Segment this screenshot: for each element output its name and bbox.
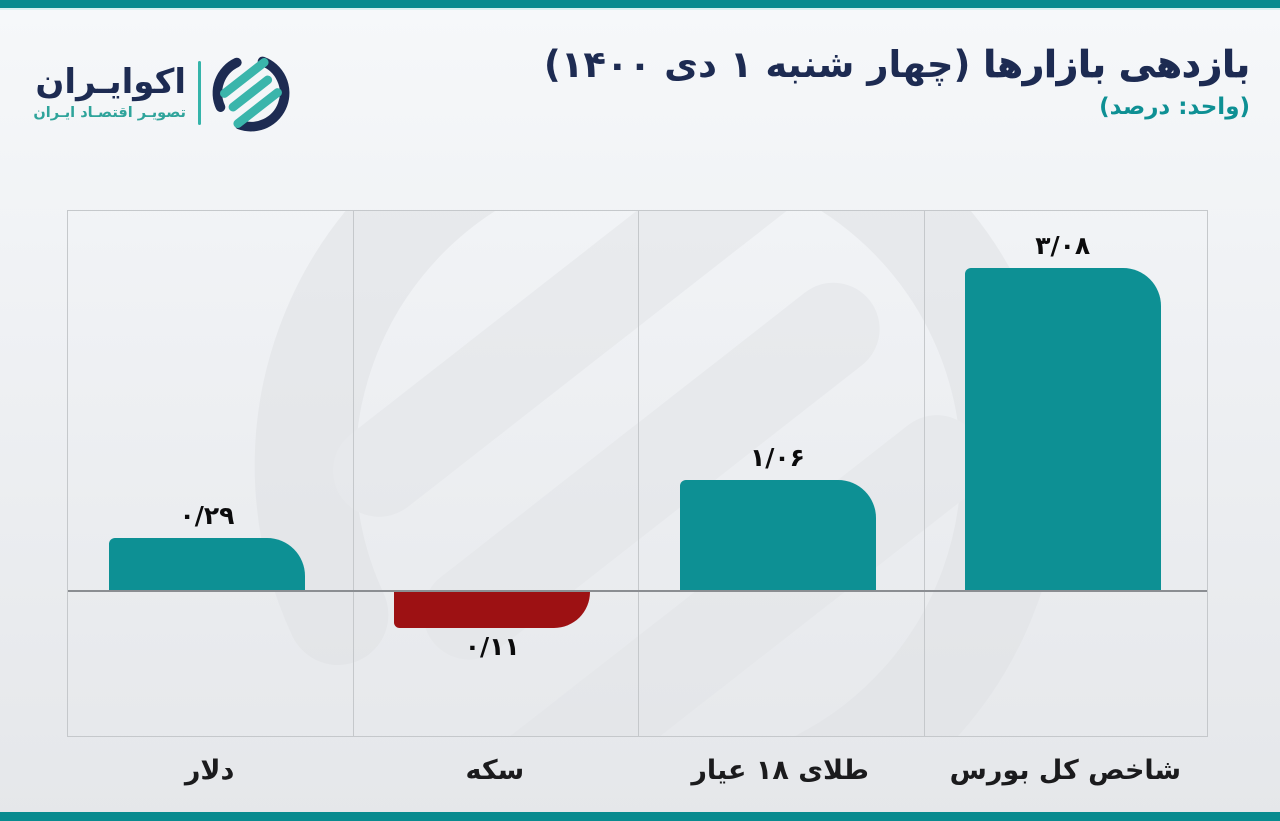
ecoiran-logo: اکوایـران تصویـر اقتصـاد ایـران [28,50,293,135]
category-label-coin: سکه [465,755,525,786]
column-separator-2 [638,211,639,736]
page-title-date: (چهار شنبه ۱ دی ۱۴۰۰) [543,43,984,86]
bar-gold18k [679,480,876,590]
logo-text: اکوایـران تصویـر اقتصـاد ایـران [28,62,186,121]
bar-group-coin: ۰/۱۱ [353,211,638,736]
category-label-gold18k: طلای ۱۸ عیار [691,755,869,786]
column-separator-1 [353,211,354,736]
bar-chart: ۰/۲۹ ۰/۱۱ ۱/۰۶ ۳/۰۸ [67,210,1208,737]
unit-note: (واحد: درصد) [1099,94,1250,121]
title-block: بازدهی بازارها (چهار شنبه ۱ دی ۱۴۰۰) (وا… [544,42,1250,121]
value-label: ۰/۲۹ [179,501,235,530]
category-axis: دلار سکه طلای ۱۸ عیار شاخص کل بورس [67,747,1208,795]
bar-group-gold18k: ۱/۰۶ [639,211,924,736]
page-title-main: بازدهی بازارها [983,43,1250,87]
value-label: ۳/۰۸ [1035,231,1091,260]
page-title: بازدهی بازارها (چهار شنبه ۱ دی ۱۴۰۰) [544,42,1250,88]
column-separator-3 [924,211,925,736]
bar-coin [394,592,591,628]
value-label: ۱/۰۶ [750,443,805,472]
top-accent-strip [0,0,1280,8]
value-label: ۰/۱۱ [464,632,520,661]
zero-axis-line [68,590,1207,592]
bar-stock-index [964,268,1161,590]
bar-group-dollar: ۰/۲۹ [68,211,353,736]
logo-divider [198,60,201,125]
bar-group-stock-index: ۳/۰۸ [924,211,1207,736]
ecoiran-circle-stripes-icon [212,56,290,131]
logo-brand-name: اکوایـران [35,62,186,103]
bottom-accent-strip [0,812,1280,821]
category-label-dollar: دلار [184,755,235,786]
bar-dollar [109,538,305,590]
category-label-stock-index: شاخص کل بورس [949,755,1182,786]
logo-tagline: تصویـر اقتصـاد ایـران [33,104,186,121]
